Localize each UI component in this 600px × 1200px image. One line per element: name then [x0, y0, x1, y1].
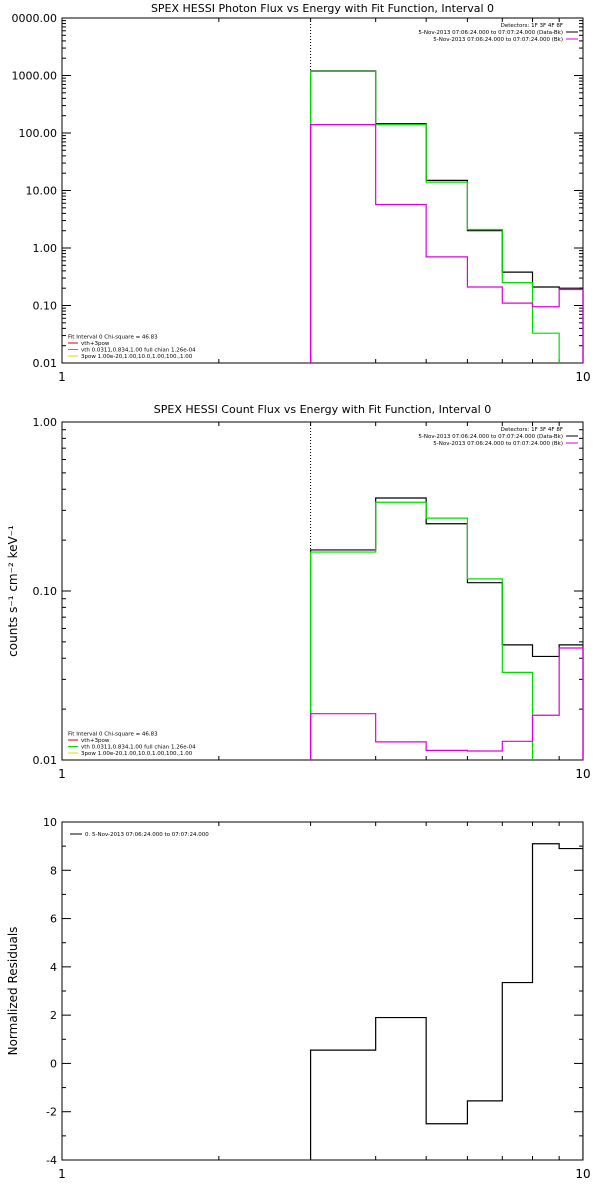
y-tick-label: -4 [46, 1154, 57, 1167]
series-line-0 [309, 497, 583, 760]
legend-bottom-text: vth 0.0311,0.834,1.00 full chian 1.26e-0… [81, 745, 196, 751]
y-tick-label: 8 [50, 864, 57, 877]
legend-bottom-text: 3pow 1.00e-20,1.00,10.0,1.00,100.,1.00 [81, 751, 193, 757]
x-tick-label: 1 [58, 767, 66, 781]
chart-title: SPEX HESSI Photon Flux vs Energy with Fi… [151, 2, 494, 15]
legend-top-text: 0. 5-Nov-2013 07:06:24.000 to 07:07:24.0… [85, 832, 209, 838]
legend-bottom-text: vth+3pow [81, 341, 110, 347]
y-tick-label: 0.01 [33, 357, 58, 370]
legend-top-text: 5-Nov-2013 07:06:24.000 to 07:07:24.000 … [433, 441, 563, 447]
y-tick-label: 0.01 [33, 754, 58, 767]
legend-top-text: 5-Nov-2013 07:06:24.000 to 07:07:24.000 … [433, 37, 563, 43]
residuals-panel: -4 -2 0 2 4 6 8 10 1 10 Normalized Residuals 0. 5-N… [6, 816, 591, 1181]
series-line-2 [309, 123, 583, 363]
legend-top-text: Detectors: 1F 3F 4F 8F [501, 23, 563, 29]
legend-top-text: 5-Nov-2013 07:06:24.000 to 07:07:24.000 … [418, 30, 563, 36]
x-tick-label: 10 [575, 767, 590, 781]
plot-frame [61, 17, 584, 364]
series-line-0 [309, 843, 583, 1160]
x-tick-label: 10 [575, 370, 590, 384]
y-axis-label: counts s⁻¹ cm⁻² keV⁻¹ [6, 525, 20, 657]
x-tick-label: 10 [575, 1167, 590, 1181]
y-tick-label: 10 [43, 816, 57, 829]
series-group [309, 843, 583, 1160]
y-tick-label: 1000.00 [12, 70, 58, 83]
legend-top-text: 5-Nov-2013 07:06:24.000 to 07:07:24.000 … [418, 434, 563, 440]
legend-bottom-text: 3pow 1.00e-20,1.00,10.0,1.00,100.,1.00 [81, 354, 193, 360]
y-tick-label: 0.10 [33, 585, 58, 598]
legend-top-text: Detectors: 1F 3F 4F 8F [501, 427, 563, 433]
series-group [309, 497, 583, 760]
series-group [309, 70, 583, 363]
x-tick-label: 1 [58, 370, 66, 384]
y-tick-label: 4 [50, 961, 57, 974]
series-line-1 [309, 70, 583, 363]
plot-frame [61, 821, 584, 1161]
y-tick-label: -2 [46, 1106, 57, 1119]
legend-bottom-text: Fit Interval 0 Chi-square = 46.83 [68, 732, 158, 738]
y-axis-label: Normalized Residuals [6, 927, 20, 1056]
y-tick-label: 100.00 [19, 127, 58, 140]
photon-flux-panel: SPEX HESSI Photon Flux vs Energy with Fi… [12, 2, 591, 384]
series-line-0 [309, 70, 583, 363]
chart-title: SPEX HESSI Count Flux vs Energy with Fit… [154, 403, 491, 416]
y-tick-label: 2 [50, 1009, 57, 1022]
y-tick-label: 1.00 [33, 416, 58, 429]
plot-frame [61, 421, 584, 761]
y-tick-label: 0.10 [33, 300, 58, 313]
count-flux-panel: SPEX HESSI Count Flux vs Energy with Fit… [6, 403, 591, 781]
y-tick-label: 0 [50, 1057, 57, 1070]
legend-bottom-text: Fit Interval 0 Chi-square = 46.83 [68, 335, 158, 341]
series-line-2 [309, 647, 583, 760]
y-tick-label: 1.00 [33, 242, 58, 255]
legend-bottom-text: vth 0.0311,0.834,1.00 full chian 1.26e-0… [81, 348, 196, 354]
x-tick-label: 1 [58, 1167, 66, 1181]
legend-bottom-text: vth+3pow [81, 738, 110, 744]
y-tick-label: 10.00 [26, 185, 58, 198]
y-tick-label: 6 [50, 913, 57, 926]
y-tick-label: 0000.00 [12, 12, 58, 25]
series-line-1 [309, 501, 583, 760]
